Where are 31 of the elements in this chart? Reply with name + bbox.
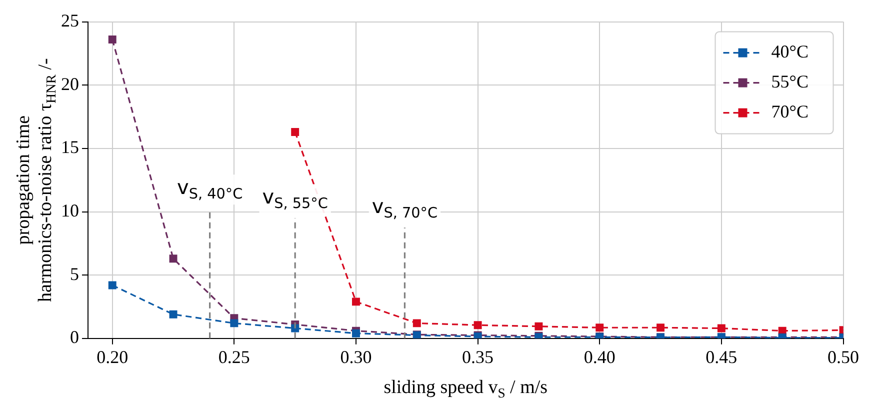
legend-label: 70°C (771, 102, 808, 122)
x-tick-label: 0.20 (96, 346, 128, 367)
y-tick-label: 10 (61, 200, 79, 220)
point (108, 36, 116, 44)
x-tick-label: 0.45 (706, 346, 738, 367)
point (230, 319, 238, 328)
point (717, 324, 726, 332)
y-tick-label: 5 (70, 264, 79, 284)
y-tick-label: 25 (61, 10, 79, 31)
y-tick-label: 0 (70, 327, 79, 348)
x-tick-label: 0.25 (218, 346, 250, 367)
x-tick-label: 0.40 (584, 346, 616, 367)
point (596, 324, 604, 332)
point (352, 298, 360, 306)
x-tick-label: 0.50 (828, 346, 859, 367)
point (291, 128, 300, 136)
y-tick-label: 15 (61, 137, 79, 158)
point (412, 319, 421, 328)
point (534, 322, 543, 330)
point (108, 281, 116, 290)
y-axis-title: propagation time harmonics-to-noise ratio τHNR /- (12, 58, 58, 302)
point (169, 310, 178, 318)
point (474, 321, 482, 330)
y-tick-label: 20 (61, 74, 79, 94)
x-tick-label: 0.35 (462, 346, 494, 367)
point (352, 329, 360, 338)
point (656, 324, 665, 332)
x-tick-label: 0.30 (340, 346, 372, 367)
point (169, 254, 178, 263)
legend-label: 55°C (771, 72, 808, 92)
legend-label: 40°C (771, 42, 808, 62)
